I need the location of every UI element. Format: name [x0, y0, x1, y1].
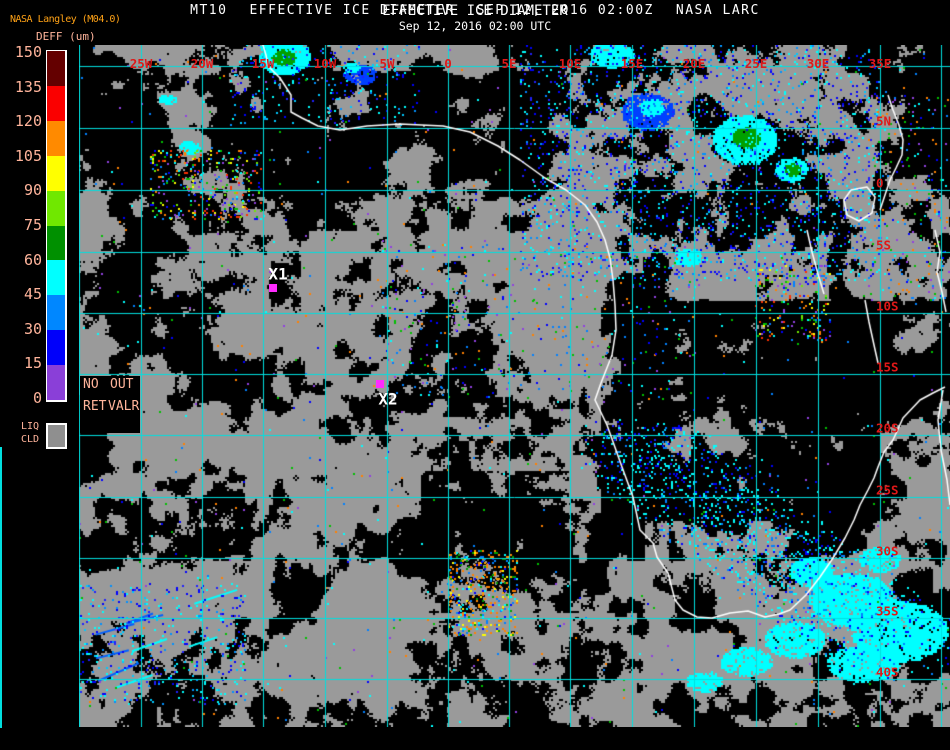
lat-label: 5N	[876, 113, 892, 129]
colorbar-segment	[47, 295, 65, 331]
lon-label: 10W	[313, 56, 337, 71]
lon-label: 35E	[868, 56, 892, 71]
colorbar-tick: 60	[23, 250, 42, 269]
colorbar-tick: 75	[23, 216, 42, 234]
lat-label: 10S	[876, 298, 899, 314]
lat-label: 25S	[876, 482, 899, 498]
flag-out-label: OUT	[110, 377, 134, 392]
flag-ret-label: RET	[83, 399, 107, 414]
colorbar-tick: 150	[14, 43, 42, 61]
liquid-cloud-label-line1: LIQ	[21, 421, 40, 432]
colorbar-title: DEFF (um)	[36, 30, 96, 43]
lat-label: 35S	[876, 603, 899, 619]
lon-label: 0	[444, 56, 452, 71]
satellite-map-canvas	[79, 45, 950, 727]
liquid-cloud-swatch	[46, 423, 67, 449]
colorbar-segment	[47, 85, 65, 121]
sounding-marker-label: X1	[268, 264, 288, 284]
lon-label: 20W	[190, 56, 214, 71]
lon-label: 30E	[806, 56, 830, 71]
lon-label: 20E	[682, 56, 706, 71]
status-sat-id: MT10	[190, 3, 228, 18]
lat-label: 20S	[876, 420, 899, 436]
page-title: EFFECTIVE ICE DIAMETER	[382, 3, 568, 19]
colorbar-segment	[47, 190, 65, 226]
sounding-marker-dot	[376, 380, 384, 388]
liquid-cloud-label-line2: CLD	[21, 434, 40, 445]
source-attribution: NASA Langley (M04.0)	[10, 14, 121, 25]
colorbar-tick: 0	[32, 389, 42, 407]
colorbar-tick: 90	[23, 181, 42, 200]
lon-label: 15W	[251, 56, 275, 71]
lat-label: 15S	[876, 359, 899, 375]
flag-valr-label: VALR	[108, 399, 140, 414]
lat-label: 30S	[876, 543, 899, 559]
colorbar-segment	[47, 225, 65, 261]
no-retrieval-legend-box: NO OUT RET VALR	[80, 376, 140, 433]
colorbar-segment	[47, 330, 65, 366]
lon-label: 5E	[501, 56, 517, 71]
sounding-marker-label: X2	[378, 389, 398, 409]
sounding-marker-dot	[269, 284, 277, 292]
colorbar-tick: 15	[23, 354, 42, 373]
status-timestamp: SEP 12, 2016 02:00Z	[476, 3, 654, 18]
lon-label: 5W	[379, 56, 395, 71]
colorbar-segment	[47, 365, 65, 401]
colorbar-segment	[47, 155, 65, 191]
colorbar	[46, 50, 67, 402]
colorbar-tick: 120	[14, 112, 42, 131]
lon-label: 25W	[129, 56, 153, 71]
colorbar-tick: 135	[14, 77, 42, 96]
page-subtitle: Sep 12, 2016 02:00 UTC	[398, 19, 552, 33]
lon-label: 10E	[558, 56, 582, 71]
colorbar-segment	[47, 260, 65, 296]
lat-label: 5S	[876, 237, 892, 253]
status-product-name: EFFECTIVE ICE DIAMETER	[249, 3, 455, 18]
colorbar-tick: 30	[23, 319, 42, 338]
lat-label: 40S	[876, 664, 899, 680]
flag-no-label: NO	[83, 377, 99, 392]
lon-label: 25E	[744, 56, 768, 71]
colorbar-segment	[47, 120, 65, 156]
colorbar-tick: 45	[23, 285, 42, 304]
status-agency: NASA LARC	[675, 3, 760, 18]
lat-label: 0	[876, 175, 884, 191]
colorbar-tick: 105	[14, 146, 42, 165]
left-edge-grid-line	[0, 447, 2, 728]
colorbar-segment	[47, 51, 65, 86]
status-bar: MT10 EFFECTIVE ICE DIAMETER SEP 12, 2016…	[0, 0, 950, 21]
lon-label: 15E	[620, 56, 644, 71]
